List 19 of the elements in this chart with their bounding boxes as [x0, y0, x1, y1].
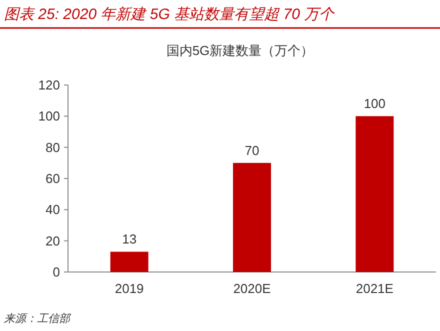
data-label: 100 [364, 96, 386, 112]
y-tick-label: 40 [46, 202, 60, 218]
bar [233, 162, 271, 272]
y-tick-label: 0 [52, 264, 60, 280]
chart-title: 图表 25: 2020 年新建 5G 基站数量有望超 70 万个 [4, 6, 336, 23]
x-tick-label: 2020E [233, 281, 272, 296]
chart-subtitle: 国内5G新建数量（万个） [166, 43, 314, 58]
x-tick-label: 2019 [114, 281, 144, 296]
bar [356, 116, 394, 272]
data-label: 13 [122, 232, 137, 247]
bar [110, 252, 148, 272]
y-tick-label: 120 [38, 78, 60, 92]
y-tick-label: 80 [46, 140, 60, 155]
data-label: 70 [244, 142, 260, 158]
y-tick-label: 20 [46, 233, 60, 248]
source-note: 来源：工信部 [4, 312, 72, 325]
y-tick-label: 60 [46, 171, 60, 186]
y-tick-label: 100 [38, 108, 60, 124]
x-tick-label: 2021E [356, 281, 394, 296]
